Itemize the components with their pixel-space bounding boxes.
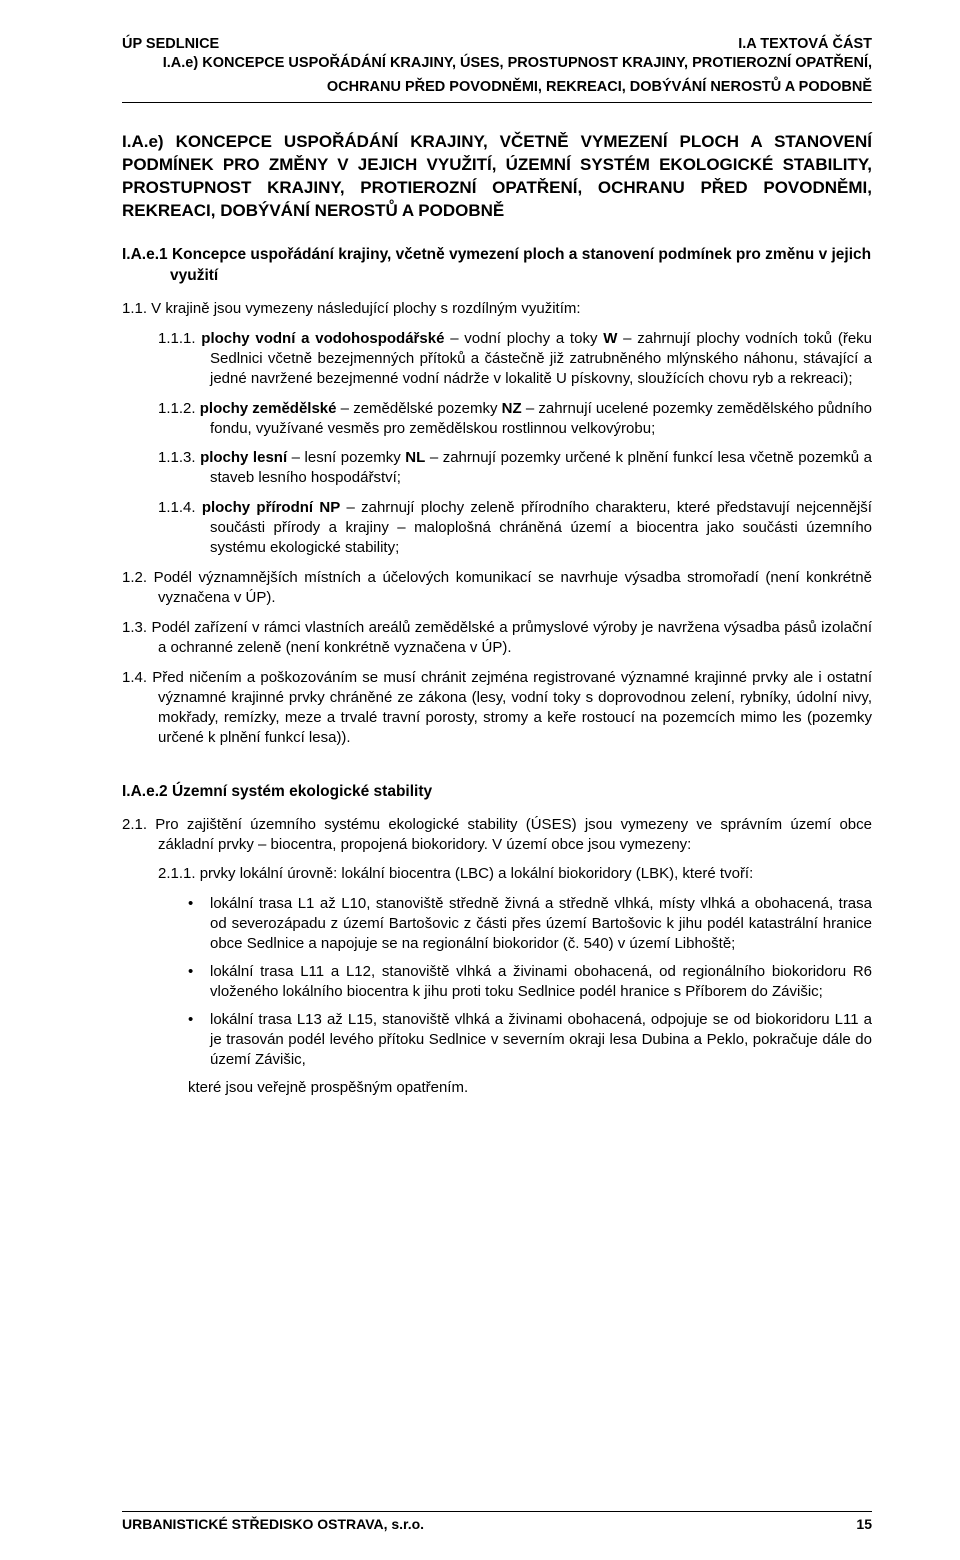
header-sub-2: OCHRANU PŘED POVODNĚMI, REKREACI, DOBÝVÁ… — [122, 78, 872, 96]
item-1-1-3: 1.1.3. plochy lesní – lesní pozemky NL –… — [122, 448, 872, 488]
item-1-1-3-bold: plochy lesní — [200, 449, 287, 466]
running-header: ÚP SEDLNICE I.A TEXTOVÁ ČÁST — [122, 36, 872, 52]
item-1-1-2-num: 1.1.2. — [158, 400, 196, 417]
item-1-1: 1.1. V krajině jsou vymezeny následující… — [122, 299, 872, 319]
header-sub-1: I.A.e) KONCEPCE USPOŘÁDÁNÍ KRAJINY, ÚSES… — [122, 54, 872, 72]
section-title: I.A.e) KONCEPCE USPOŘÁDÁNÍ KRAJINY, VČET… — [122, 131, 872, 223]
bullet-2: lokální trasa L11 a L12, stanoviště vlhk… — [122, 962, 872, 1002]
header-right: I.A TEXTOVÁ ČÁST — [738, 36, 872, 52]
footer-left: URBANISTICKÉ STŘEDISKO OSTRAVA, s.r.o. — [122, 1516, 424, 1532]
header-rule — [122, 102, 872, 103]
item-1-1-4-bold: plochy přírodní NP — [202, 499, 340, 516]
bullet-1-text: lokální trasa L1 až L10, stanoviště stře… — [210, 895, 872, 952]
item-1-1-2-rest: – zemědělské pozemky — [336, 400, 501, 417]
header-left: ÚP SEDLNICE — [122, 36, 219, 52]
item-1-1-2: 1.1.2. plochy zemědělské – zemědělské po… — [122, 399, 872, 439]
item-1-1-1: 1.1.1. plochy vodní a vodohospodářské – … — [122, 329, 872, 389]
footer: URBANISTICKÉ STŘEDISKO OSTRAVA, s.r.o. 1… — [122, 1511, 872, 1532]
subsection-e1-title: I.A.e.1 Koncepce uspořádání krajiny, vče… — [122, 245, 872, 287]
page: ÚP SEDLNICE I.A TEXTOVÁ ČÁST I.A.e) KONC… — [0, 0, 960, 1560]
bullet-1: lokální trasa L1 až L10, stanoviště stře… — [122, 894, 872, 954]
item-1-1-1-code: W — [603, 330, 617, 347]
bullet-tail: které jsou veřejně prospěšným opatřením. — [122, 1078, 872, 1098]
item-1-1-1-num: 1.1.1. — [158, 330, 196, 347]
item-1-1-4: 1.1.4. plochy přírodní NP – zahrnují plo… — [122, 498, 872, 558]
item-1-4: 1.4. Před ničením a poškozováním se musí… — [122, 668, 872, 748]
item-1-3: 1.3. Podél zařízení v rámci vlastních ar… — [122, 618, 872, 658]
subsection-e1-num: I.A.e.1 — [122, 246, 168, 263]
item-1-1-1-bold: plochy vodní a vodohospodářské — [201, 330, 444, 347]
item-1-1-3-num: 1.1.3. — [158, 449, 196, 466]
item-2-1-1: 2.1.1. prvky lokální úrovně: lokální bio… — [122, 864, 872, 884]
bullet-2-text: lokální trasa L11 a L12, stanoviště vlhk… — [210, 963, 872, 1000]
item-1-1-2-code: NZ — [502, 400, 522, 417]
item-1-1-4-num: 1.1.4. — [158, 499, 196, 516]
item-1-1-2-bold: plochy zemědělské — [200, 400, 337, 417]
footer-page-number: 15 — [856, 1516, 872, 1532]
bullet-3-text: lokální trasa L13 až L15, stanoviště vlh… — [210, 1011, 872, 1068]
item-1-1-3-rest: – lesní pozemky — [287, 449, 405, 466]
item-1-1-1-rest: – vodní plochy a toky — [444, 330, 603, 347]
item-2-1: 2.1. Pro zajištění územního systému ekol… — [122, 815, 872, 855]
bullet-3: lokální trasa L13 až L15, stanoviště vlh… — [122, 1010, 872, 1070]
subsection-e2-title: I.A.e.2 Územní systém ekologické stabili… — [122, 782, 872, 803]
item-1-2: 1.2. Podél významnějších místních a účel… — [122, 568, 872, 608]
subsection-e1-text: Koncepce uspořádání krajiny, včetně vyme… — [170, 246, 871, 284]
footer-rule — [122, 1511, 872, 1512]
item-1-1-3-code: NL — [405, 449, 425, 466]
